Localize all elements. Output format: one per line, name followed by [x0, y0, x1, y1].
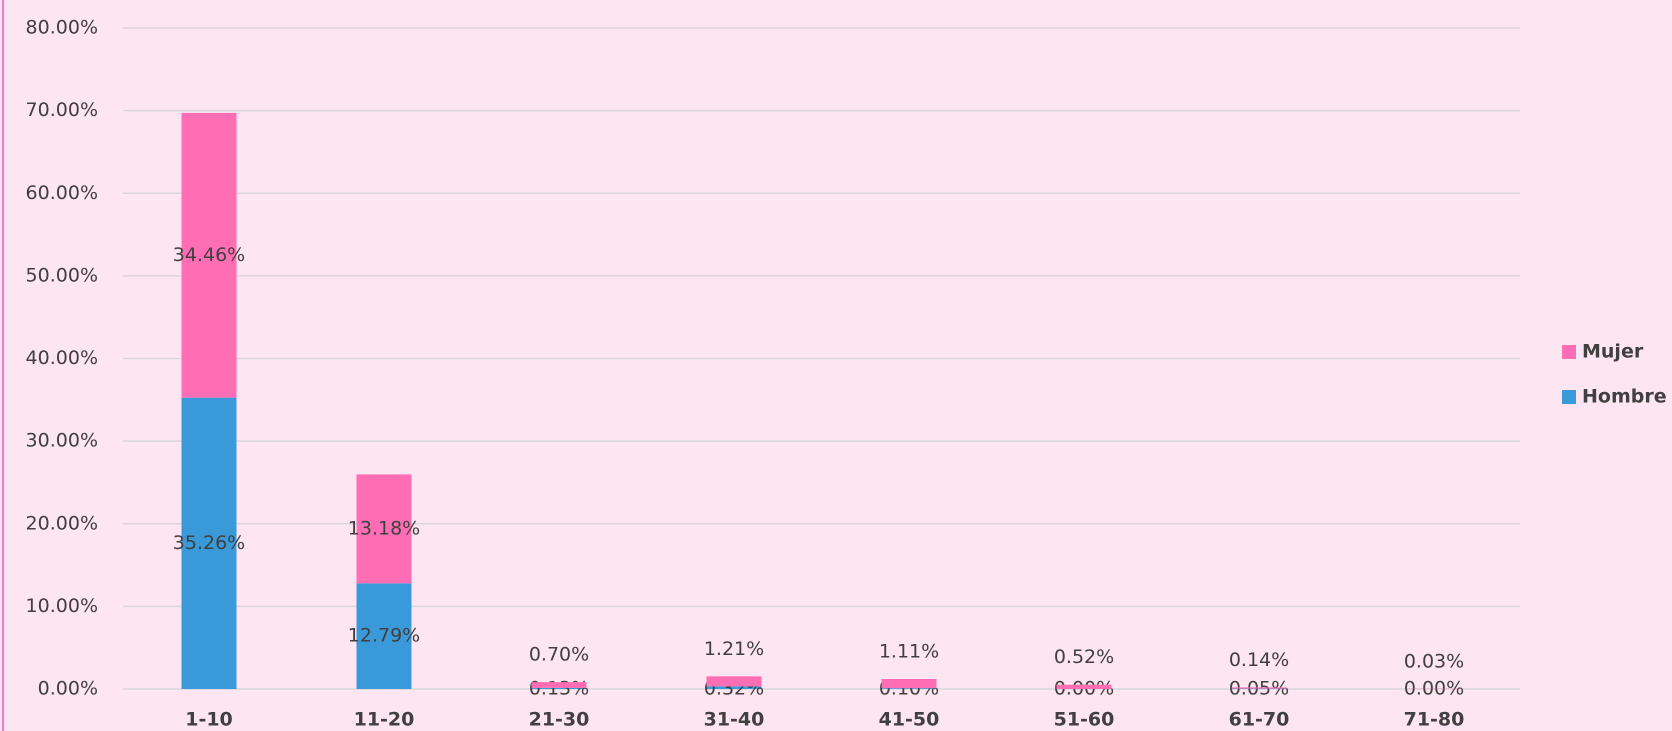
data-label: 35.26%: [173, 532, 245, 554]
bar-segment: [181, 112, 237, 398]
legend-label: Mujer: [1582, 341, 1644, 363]
data-label: 13.18%: [348, 517, 420, 539]
data-label: 12.79%: [348, 625, 420, 647]
data-label: 0.14%: [1229, 649, 1289, 671]
data-label: 1.11%: [879, 641, 939, 663]
y-tick-label: 80.00%: [26, 17, 98, 39]
x-tick-label: 21-30: [529, 709, 590, 731]
data-label: 0.13%: [529, 678, 589, 700]
y-tick-label: 30.00%: [26, 430, 98, 452]
x-tick-label: 31-40: [704, 709, 765, 731]
data-label: 0.52%: [1054, 646, 1114, 668]
bar-segment: [181, 397, 237, 689]
bar-segment: [706, 686, 762, 689]
bar-segment: [706, 676, 762, 687]
legend-label: Hombre: [1582, 386, 1667, 408]
x-tick-label: 71-80: [1404, 709, 1465, 731]
bar-segment: [881, 688, 937, 689]
x-tick-label: 61-70: [1229, 709, 1290, 731]
data-label: 0.70%: [529, 644, 589, 666]
y-tick-label: 40.00%: [26, 347, 98, 369]
data-label: 1.21%: [704, 638, 764, 660]
y-tick-label: 50.00%: [26, 264, 98, 286]
y-tick-label: 60.00%: [26, 182, 98, 204]
legend-swatch: [1562, 390, 1576, 404]
y-tick-label: 10.00%: [26, 595, 98, 617]
bar-segment: [881, 679, 937, 689]
x-tick-label: 41-50: [879, 709, 940, 731]
data-label: 0.03%: [1404, 650, 1464, 672]
x-tick-label: 51-60: [1054, 709, 1115, 731]
bar-segment: [531, 687, 587, 689]
bar-segment: [1056, 684, 1112, 689]
x-tick-label: 11-20: [354, 709, 415, 731]
legend-swatch: [1562, 345, 1576, 359]
bar-segment: [356, 583, 412, 689]
x-tick-label: 1-10: [185, 709, 233, 731]
bar-segment: [531, 682, 587, 688]
y-tick-label: 0.00%: [38, 678, 98, 700]
data-label: 0.00%: [1404, 678, 1464, 700]
y-tick-label: 20.00%: [26, 512, 98, 534]
data-label: 34.46%: [173, 244, 245, 266]
bar-segment: [1231, 687, 1287, 689]
y-tick-label: 70.00%: [26, 99, 98, 121]
bar-segment: [356, 474, 412, 584]
